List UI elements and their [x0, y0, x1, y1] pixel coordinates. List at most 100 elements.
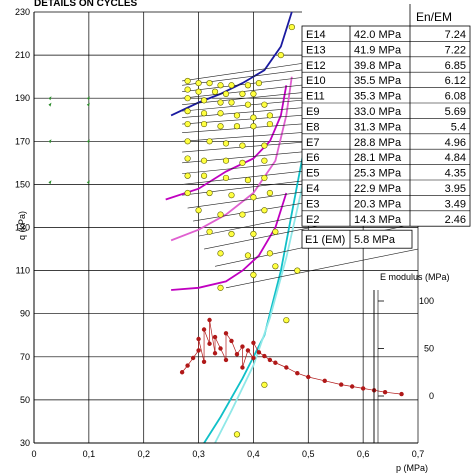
e-modulus-point [207, 317, 212, 323]
e-modulus-point [190, 355, 196, 361]
table-row-ratio: 3.49 [445, 198, 466, 210]
cycle-point [244, 176, 252, 184]
cycle-point [261, 101, 268, 108]
cycle-point [261, 157, 268, 164]
cycle-point [222, 140, 230, 147]
e-modulus-point [212, 351, 218, 356]
table-row-name: E2 [306, 214, 319, 226]
cycle-point [184, 138, 191, 145]
table-row-name: E5 [306, 168, 319, 180]
cycle-point [250, 114, 257, 121]
table-base-value: 5.8 MPa [354, 234, 396, 246]
cycle-point [200, 172, 208, 179]
table-row-name: E14 [306, 29, 326, 41]
e-modulus-point [256, 350, 262, 355]
table-base-name: E1 (EM) [305, 234, 345, 246]
cycle-point [239, 211, 246, 218]
green-mark [86, 180, 90, 185]
cycle-point [266, 112, 273, 119]
e-modulus-point [185, 363, 190, 368]
cycle-point [239, 159, 246, 166]
e-modulus-point [267, 357, 273, 363]
cycle-point [211, 88, 219, 95]
e-modulus-point [262, 353, 267, 359]
table-row-name: E9 [306, 106, 319, 118]
e-modulus-series [179, 317, 404, 397]
cycle-point [272, 228, 279, 235]
cycle-point [217, 123, 224, 130]
cycle-point [244, 252, 252, 259]
x-tick-label: 0,6 [357, 449, 370, 459]
e-modulus-segment [198, 338, 205, 362]
cycle-point [184, 189, 191, 197]
e-modulus-point [306, 374, 311, 380]
table-row-value: 28.1 MPa [354, 152, 402, 164]
y-tick-label: 110 [16, 266, 30, 276]
e-modulus-point [196, 336, 201, 342]
table-row-value: 22.9 MPa [354, 183, 402, 195]
cycle-point [217, 110, 224, 117]
table-row-ratio: 4.35 [445, 168, 466, 180]
e-modulus-point [196, 348, 201, 353]
table-row-value: 42.0 MPa [354, 29, 402, 41]
cycle-point [294, 267, 301, 274]
cycle-point [250, 271, 257, 279]
cycle-point [228, 82, 235, 89]
e-modulus-point [234, 352, 240, 357]
e-modulus-point [207, 341, 212, 346]
cycle-point [261, 142, 268, 149]
table-row-value: 33.0 MPa [354, 106, 402, 118]
table-header-bg [302, 4, 470, 26]
table-row-name: E11 [306, 91, 325, 103]
cycle-point [222, 90, 230, 97]
modulus-table: En/EM E14 42.0 MPa 7.24 E13 41.9 MPa 7.22 E12 39… [301, 4, 471, 249]
x-tick-label: 0,7 [412, 449, 425, 459]
e-modulus-point [179, 370, 185, 375]
cycle-point [184, 86, 191, 93]
e-modulus-point [284, 365, 289, 370]
y-tick-label: 70 [20, 352, 30, 362]
cycle-point [206, 138, 213, 145]
yield-curve [170, 76, 293, 242]
cycle-point [250, 123, 257, 130]
cycle-point [217, 99, 224, 106]
e-modulus-point [229, 338, 234, 344]
table-row-value: 31.3 MPa [354, 121, 402, 133]
cycle-point [206, 228, 213, 235]
y-tick-label: 210 [15, 50, 30, 60]
cycle-point [250, 194, 257, 201]
green-mark [48, 96, 52, 101]
y-tick-label: 150 [15, 179, 30, 189]
table-row-ratio: 4.96 [445, 137, 466, 149]
table-row-ratio: 6.12 [445, 75, 466, 87]
table-row-ratio: 2.46 [445, 214, 466, 226]
cycle-point [288, 23, 295, 31]
table-row-value: 35.5 MPa [354, 75, 402, 87]
x-tick-label: 0,4 [247, 449, 260, 459]
table-row-ratio: 7.22 [445, 44, 466, 56]
table-row-value: 20.3 MPa [354, 198, 402, 210]
green-marks [48, 96, 90, 185]
table-header: En/EM [416, 10, 452, 24]
e-modulus-segment [242, 350, 249, 368]
table-row-ratio: 7.24 [445, 29, 466, 41]
e-modulus-point [245, 348, 251, 353]
e-modulus-point [295, 371, 300, 376]
chart-title: DETAILS ON CYCLES [34, 0, 137, 9]
cycle-point [195, 207, 202, 214]
e-modulus-point [240, 365, 245, 370]
e-modulus-point [399, 391, 404, 397]
cycle-point [217, 284, 224, 291]
x-tick-label: 0,1 [83, 449, 96, 459]
x-tick-label: 0,3 [192, 449, 205, 459]
cycle-point [200, 97, 208, 104]
cycle-point [217, 82, 224, 89]
table-row-ratio: 6.08 [445, 91, 466, 103]
cycle-point [233, 431, 241, 438]
e-modulus-segment [324, 380, 342, 385]
e-modulus-segment [385, 391, 402, 395]
table-row-name: E3 [306, 198, 319, 210]
cycle-point [233, 112, 241, 119]
cycle-point [184, 120, 191, 128]
e-modulus-segment [231, 340, 238, 355]
